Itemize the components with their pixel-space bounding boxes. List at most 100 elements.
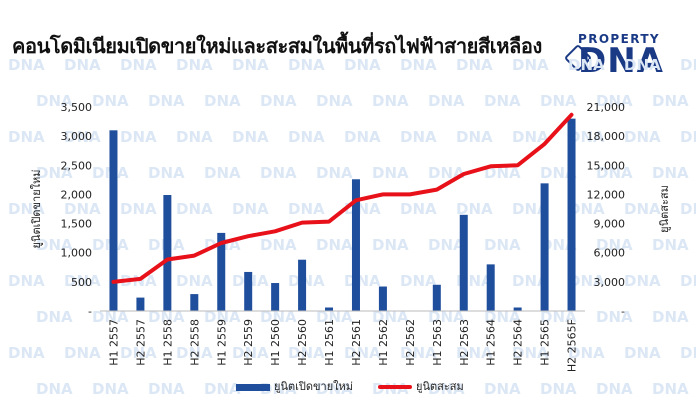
y2-tick-label: 18,000 bbox=[587, 130, 626, 143]
x-tick-label: H1 2564 bbox=[485, 319, 498, 366]
watermark-mark: DNA bbox=[456, 344, 493, 362]
legend-line-label: ยูนิตสะสม bbox=[416, 380, 464, 393]
x-tick-label: H2 2564 bbox=[512, 319, 525, 366]
watermark-mark: DNA bbox=[624, 200, 661, 218]
legend-bar: ยูนิตเปิดขายใหม่ bbox=[236, 377, 353, 395]
x-tick-label: H1 2565 bbox=[539, 319, 552, 366]
watermark-mark: DNA bbox=[344, 56, 381, 74]
watermark-mark: DNA bbox=[36, 308, 73, 326]
watermark-mark: DNA bbox=[64, 56, 101, 74]
bar bbox=[190, 294, 199, 311]
watermark-mark: DNA bbox=[596, 164, 633, 182]
y2-tick-label: 3,000 bbox=[594, 276, 626, 289]
watermark-mark: DNA bbox=[260, 164, 297, 182]
watermark-mark: DNA bbox=[512, 344, 549, 362]
watermark-mark: DNA bbox=[428, 92, 465, 110]
watermark-mark: DNA bbox=[92, 380, 129, 398]
x-tick-label: H2 2561 bbox=[350, 319, 363, 366]
bar bbox=[378, 286, 387, 311]
watermark-mark: DNA bbox=[596, 92, 633, 110]
y-tick-label: 3,000 bbox=[61, 130, 93, 143]
watermark-mark: DNA bbox=[232, 200, 269, 218]
watermark-mark: DNA bbox=[400, 56, 437, 74]
watermark-mark: DNA bbox=[624, 344, 661, 362]
watermark-mark: DNA bbox=[232, 344, 269, 362]
watermark-mark: DNA bbox=[428, 236, 465, 254]
watermark-mark: DNA bbox=[540, 380, 577, 398]
watermark-mark: DNA bbox=[484, 380, 521, 398]
legend-line-swatch bbox=[378, 385, 412, 389]
y-tick-label: - bbox=[88, 305, 92, 318]
watermark-mark: DNA bbox=[64, 272, 101, 290]
watermark-mark: DNA bbox=[120, 56, 157, 74]
watermark-mark: DNA bbox=[64, 128, 101, 146]
watermark-mark: DNA bbox=[176, 272, 213, 290]
watermark-mark: DNA bbox=[176, 344, 213, 362]
watermark-mark: DNA bbox=[512, 200, 549, 218]
watermark-mark: DNA bbox=[624, 272, 661, 290]
y-axis-label: ยูนิตเปิดขายใหม่ bbox=[30, 169, 43, 248]
watermark-mark: DNA bbox=[484, 164, 521, 182]
watermark-mark: DNA bbox=[484, 236, 521, 254]
x-tick-label: H2 2563 bbox=[458, 319, 471, 366]
bar bbox=[163, 195, 172, 311]
watermark-mark: DNA bbox=[204, 308, 241, 326]
watermark-mark: DNA bbox=[8, 128, 45, 146]
watermark-mark: DNA bbox=[288, 56, 325, 74]
watermark-mark: DNA bbox=[568, 344, 605, 362]
watermark-mark: DNA bbox=[288, 344, 325, 362]
watermark-mark: DNA bbox=[456, 128, 493, 146]
y2-tick-label: - bbox=[621, 305, 625, 318]
watermark-mark: DNA bbox=[64, 200, 101, 218]
bar bbox=[271, 283, 280, 311]
x-tick-label: H2 2560 bbox=[296, 319, 309, 366]
y-tick-label: 3,500 bbox=[61, 101, 93, 114]
bar bbox=[109, 130, 118, 311]
chart-title: คอนโดมิเนียมเปิดขายใหม่และสะสมในพื้นที่ร… bbox=[12, 34, 542, 58]
x-tick-label: H1 2560 bbox=[269, 319, 282, 366]
legend-line: ยูนิตสะสม bbox=[378, 377, 464, 395]
watermark-mark: DNA bbox=[232, 128, 269, 146]
watermark-mark: DNA bbox=[596, 380, 633, 398]
watermark-mark: DNA bbox=[36, 380, 73, 398]
watermark-mark: DNA bbox=[148, 380, 185, 398]
bar bbox=[432, 284, 441, 311]
watermark-mark: DNA bbox=[624, 56, 661, 74]
x-tick-label: H2 2562 bbox=[404, 319, 417, 366]
watermark-mark: DNA bbox=[344, 200, 381, 218]
x-tick-label: H1 2557 bbox=[107, 319, 120, 366]
watermark-mark: DNA bbox=[568, 200, 605, 218]
y2-tick-label: 9,000 bbox=[594, 218, 626, 231]
y-tick-label: 1,500 bbox=[61, 218, 93, 231]
watermark-mark: DNA bbox=[148, 308, 185, 326]
watermark-mark: DNA bbox=[512, 128, 549, 146]
watermark-mark: DNA bbox=[456, 200, 493, 218]
watermark-mark: DNA bbox=[204, 380, 241, 398]
watermark-mark: DNA bbox=[316, 380, 353, 398]
x-tick-label: H2 2565F bbox=[566, 319, 579, 372]
legend-bar-swatch bbox=[236, 383, 270, 391]
logo-top-text: PROPERTY bbox=[578, 32, 661, 46]
watermark-mark: DNA bbox=[680, 272, 696, 290]
y-tick-label: 2,000 bbox=[61, 188, 93, 201]
watermark-mark: DNA bbox=[260, 236, 297, 254]
watermark-mark: DNA bbox=[540, 308, 577, 326]
logo-main-text: DNA bbox=[578, 41, 664, 81]
bar bbox=[351, 179, 360, 311]
watermark-mark: DNA bbox=[372, 380, 409, 398]
bar bbox=[567, 118, 576, 312]
bar bbox=[325, 307, 334, 311]
x-tick-label: H1 2562 bbox=[377, 319, 390, 366]
watermark-mark: DNA bbox=[316, 236, 353, 254]
watermark-mark: DNA bbox=[64, 344, 101, 362]
watermark-mark: DNA bbox=[372, 92, 409, 110]
watermark-mark: DNA bbox=[428, 164, 465, 182]
watermark-mark: DNA bbox=[92, 92, 129, 110]
watermark-mark: DNA bbox=[652, 308, 689, 326]
y-tick-label: 500 bbox=[71, 276, 92, 289]
watermark-mark: DNA bbox=[372, 308, 409, 326]
y-tick-label: 2,500 bbox=[61, 159, 93, 172]
x-tick-label: H2 2558 bbox=[188, 319, 201, 366]
x-tick-label: H1 2563 bbox=[431, 319, 444, 366]
